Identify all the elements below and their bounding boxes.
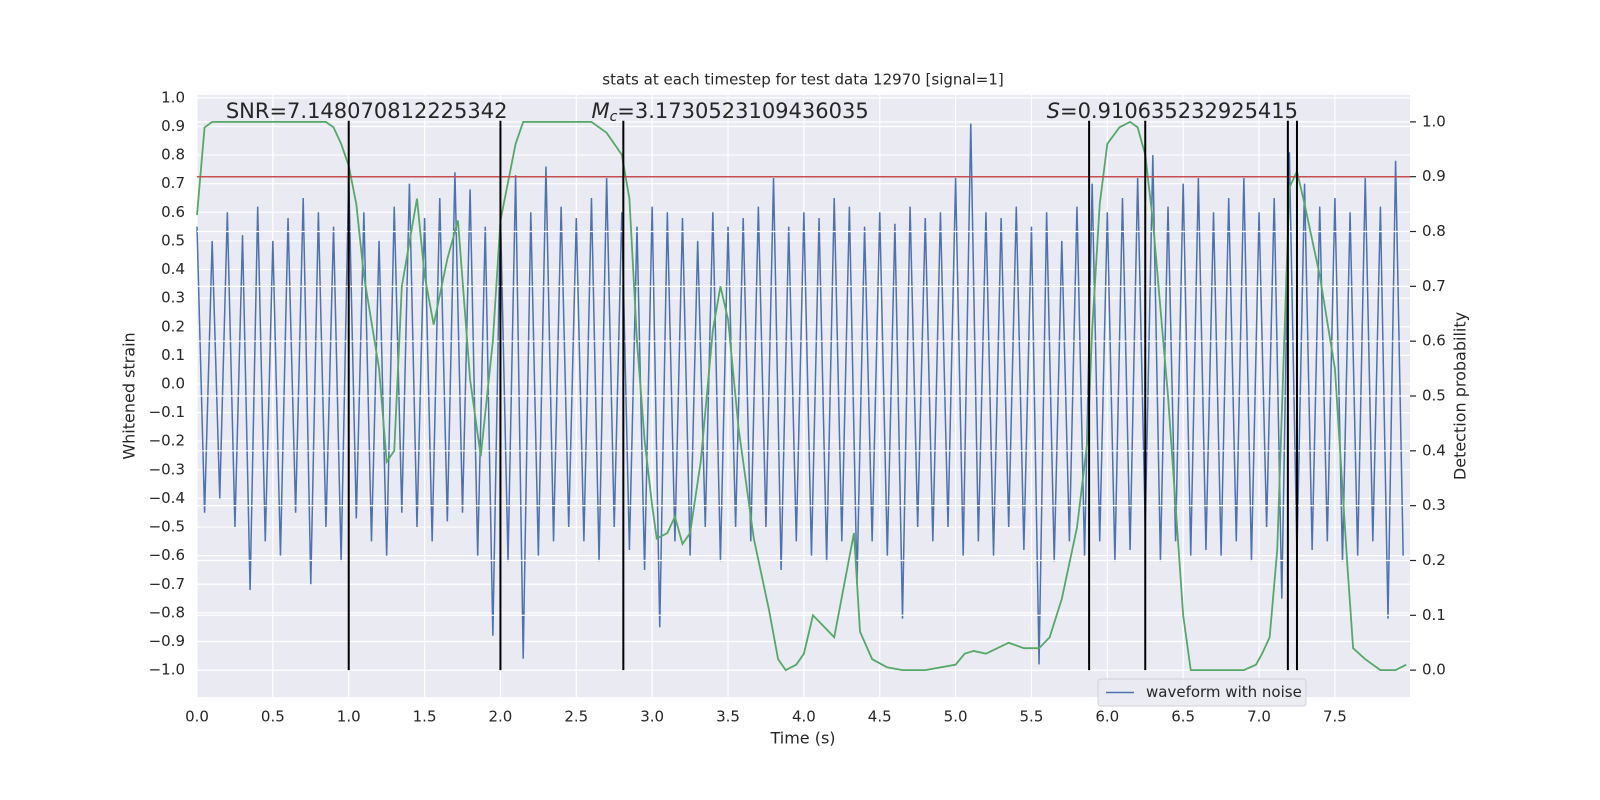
- y-tick-label: 1.0: [161, 88, 185, 106]
- y-tick-label: 0.1: [161, 346, 185, 364]
- y-axis-label: Whitened strain: [120, 332, 139, 459]
- x-tick-label: 1.5: [413, 708, 437, 726]
- x-tick-label: 5.0: [944, 708, 968, 726]
- secondary-data: [196, 120, 1410, 672]
- probability-line: [196, 120, 1407, 672]
- x-tick-label: 3.0: [640, 708, 664, 726]
- y-tick-label: 0.7: [161, 174, 185, 192]
- legend-label: waveform with noise: [1146, 683, 1302, 701]
- y2-tick-label: 0.7: [1422, 277, 1446, 295]
- annotation-subscript: c: [610, 109, 618, 125]
- y-tick-label: 0.3: [161, 289, 185, 307]
- annotation-text: SNR=7.148070812225342: [226, 99, 508, 123]
- y2-tick-label: 0.0: [1422, 661, 1446, 679]
- y-tick-label: 0.6: [161, 203, 185, 221]
- y-tick-label: 0.0: [161, 374, 185, 392]
- annotation: Mc=3.1730523109436035: [591, 99, 868, 125]
- y2-tick-label: 0.3: [1422, 496, 1446, 514]
- y-tick-label: −0.6: [149, 546, 185, 564]
- y2-axis-label: Detection probability: [1451, 312, 1470, 480]
- y2-tick-label: 0.9: [1422, 167, 1446, 185]
- y2-tick-label: 0.2: [1422, 551, 1446, 569]
- y-tick-label: −0.4: [149, 489, 185, 507]
- x-tick-label: 4.0: [792, 708, 816, 726]
- annotation-symbol: M: [591, 99, 609, 123]
- x-tick-label: 1.0: [337, 708, 361, 726]
- y2-tick-label: 0.5: [1422, 387, 1446, 405]
- x-tick-label: 2.0: [489, 708, 513, 726]
- x-tick-label: 5.5: [1020, 708, 1044, 726]
- chart-title: stats at each timestep for test data 129…: [602, 71, 1003, 89]
- x-tick-label: 7.5: [1323, 708, 1347, 726]
- y-tick-label: 0.8: [161, 146, 185, 164]
- y-tick-label: 0.5: [161, 231, 185, 249]
- y-tick-label: −0.1: [149, 403, 185, 421]
- x-tick-label: 7.0: [1247, 708, 1271, 726]
- y-tick-label: −1.0: [149, 661, 185, 679]
- y2-tick-label: 0.4: [1422, 441, 1446, 459]
- labels: 0.0 0.5 1.0 1.5 2.0 2.5 3.0 3.5 4.0 4.5 5.0 5.5 6.0 6…: [149, 88, 1446, 725]
- y2-tick-label: 1.0: [1422, 112, 1446, 130]
- legend: waveform with noise: [1097, 678, 1307, 707]
- y-tick-label: 0.2: [161, 317, 185, 335]
- annotation-text: =3.1730523109436035: [617, 99, 868, 123]
- y-tick-label: −0.9: [149, 632, 185, 650]
- x-tick-label: 0.0: [185, 708, 209, 726]
- y2-tick-label: 0.6: [1422, 332, 1446, 350]
- y-tick-label: −0.7: [149, 575, 185, 593]
- y-tick-label: −0.5: [149, 518, 185, 536]
- annotation-symbol: S: [1047, 99, 1060, 123]
- x-tick-label: 3.5: [716, 708, 740, 726]
- legend-box: [1097, 678, 1307, 707]
- annotation: SNR=7.148070812225342: [226, 99, 508, 123]
- x-axis-label: Time (s): [769, 729, 835, 748]
- x-tick-label: 6.0: [1095, 708, 1119, 726]
- x-tick-label: 0.5: [261, 708, 285, 726]
- annotation: S=0.910635232925415: [1047, 99, 1298, 123]
- annotation-text: =0.910635232925415: [1060, 99, 1298, 123]
- x-tick-label: 6.5: [1171, 708, 1195, 726]
- x-tick-label: 4.5: [868, 708, 892, 726]
- y2-tick-label: 0.1: [1422, 606, 1446, 624]
- y-tick-label: 0.4: [161, 260, 185, 278]
- x-tick-label: 2.5: [564, 708, 588, 726]
- y-tick-label: −0.8: [149, 603, 185, 621]
- y2-tick-label: 0.8: [1422, 222, 1446, 240]
- y-tick-label: −0.2: [149, 432, 185, 450]
- y-tick-label: 0.9: [161, 117, 185, 135]
- y-tick-label: −0.3: [149, 460, 185, 478]
